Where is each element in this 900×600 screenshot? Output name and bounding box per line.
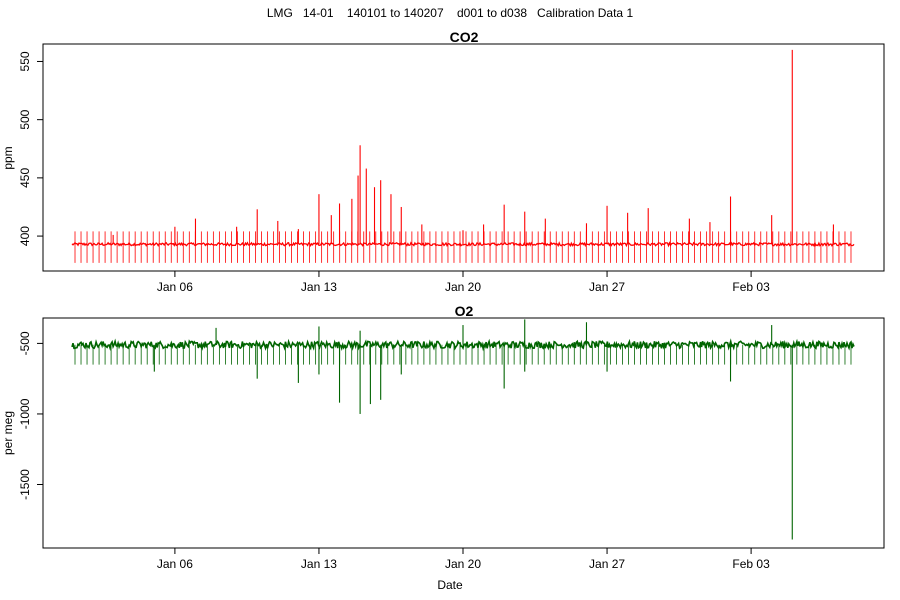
o2-axes: Jan 06 Jan 13 Jan 20 Jan 27 Feb 03 -1500 -1000…: [18, 331, 770, 571]
o2-x-tick-label: Jan 13: [301, 557, 337, 571]
co2-x-tick-label: Feb 03: [732, 280, 770, 294]
co2-panel-title: CO2: [450, 29, 479, 45]
o2-y-axis-label: per meg: [1, 411, 15, 455]
co2-y-tick-label: 550: [18, 51, 32, 71]
o2-x-axis-label: Date: [437, 578, 463, 592]
o2-y-tick-label: -1500: [18, 469, 32, 500]
o2-x-tick-label: Jan 20: [445, 557, 481, 571]
co2-plot-frame: [42, 43, 885, 272]
co2-x-tick-label: Jan 13: [301, 280, 337, 294]
o2-y-tick-label: -1000: [18, 398, 32, 429]
co2-y-tick-label: 450: [18, 168, 32, 188]
o2-series: [71, 319, 855, 540]
co2-y-tick-label: 500: [18, 109, 32, 129]
co2-y-tick-label: 400: [18, 226, 32, 246]
o2-x-tick-label: Feb 03: [732, 557, 770, 571]
co2-axes: Jan 06 Jan 13 Jan 20 Jan 27 Feb 03 400 450 500 5…: [18, 51, 770, 294]
o2-x-tick-label: Jan 06: [157, 557, 193, 571]
o2-panel: O2 per meg Date Jan 06 Jan 13 Jan 20 Jan 27…: [1, 303, 885, 592]
o2-y-tick-label: -500: [18, 331, 32, 355]
co2-x-tick-label: Jan 27: [589, 280, 625, 294]
o2-series-line: [71, 338, 855, 352]
co2-y-axis-label: ppm: [1, 146, 15, 169]
co2-x-tick-label: Jan 20: [445, 280, 481, 294]
o2-x-tick-label: Jan 27: [589, 557, 625, 571]
figure-suptitle: LMG 14-01 140101 to 140207 d001 to d038 …: [266, 6, 634, 20]
co2-panel: CO2 ppm Jan 06 Jan 13 Jan 20 Jan 27 Feb 03 40…: [1, 29, 885, 294]
co2-x-tick-label: Jan 06: [157, 280, 193, 294]
co2-series: [71, 49, 855, 263]
o2-panel-title: O2: [455, 303, 474, 319]
co2-series-line: [71, 241, 855, 248]
o2-plot-frame: [42, 317, 885, 549]
